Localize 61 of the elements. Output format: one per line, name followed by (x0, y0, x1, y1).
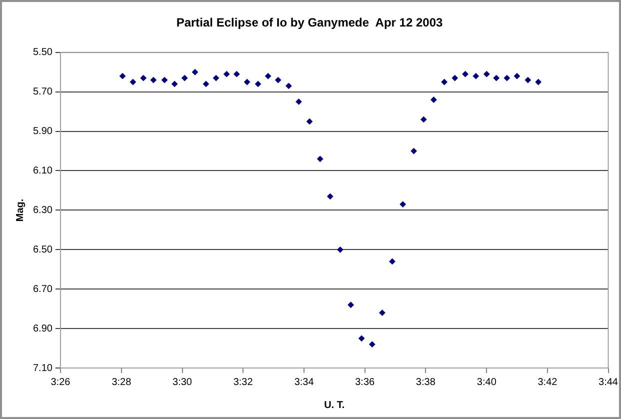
point (326, 193, 334, 200)
point (161, 76, 168, 84)
point (244, 78, 250, 86)
point (462, 70, 468, 78)
point (192, 68, 198, 76)
y-tick-label: 6.90 (32, 323, 53, 334)
point (514, 72, 520, 80)
x-tick-label: 3:30 (172, 376, 192, 388)
x-tick-label: 3:32 (233, 376, 254, 388)
point (420, 116, 427, 123)
point (410, 148, 417, 154)
point (233, 70, 240, 78)
point (316, 156, 324, 162)
chart-title: Partial Eclipse of Io by Ganymede Apr 12 2003 (176, 16, 443, 30)
point (348, 302, 354, 308)
point (181, 74, 188, 82)
point (274, 76, 282, 84)
y-tick-label: 5.50 (32, 47, 53, 58)
point (483, 70, 490, 78)
point (306, 118, 313, 125)
y-tick-label: 6.30 (32, 204, 53, 216)
point (150, 76, 157, 84)
y-axis-title: Mag. (14, 198, 26, 222)
point (296, 98, 302, 105)
y-tick-label: 7.10 (32, 362, 53, 374)
point (430, 96, 437, 103)
y-tick-label: 6.50 (32, 244, 53, 256)
point (535, 78, 542, 86)
point (171, 80, 178, 88)
x-tick-label: 3:44 (598, 376, 618, 388)
y-tick-label: 5.70 (32, 86, 53, 98)
point (286, 82, 292, 90)
point (337, 246, 344, 253)
x-tick-label: 3:42 (538, 376, 558, 388)
point (264, 72, 272, 80)
point (472, 72, 480, 80)
y-tick-label: 6.70 (32, 284, 53, 295)
x-axis-title: U. T. (324, 400, 345, 411)
point (119, 72, 126, 80)
x-tick-label: 3:36 (355, 376, 376, 388)
y-tick-label: 5.90 (32, 126, 53, 138)
point (140, 74, 147, 82)
point (504, 74, 510, 82)
point (493, 74, 500, 82)
point (130, 78, 136, 86)
point (212, 74, 220, 82)
point (358, 335, 365, 342)
x-tick-label: 3:38 (416, 376, 436, 388)
point (202, 80, 210, 88)
point (452, 74, 458, 82)
point (400, 201, 406, 208)
x-tick-label: 3:28 (112, 376, 132, 388)
point (524, 76, 532, 84)
x-tick-label: 3:34 (294, 376, 314, 388)
x-tick-label: 3:26 (50, 376, 71, 388)
point (379, 310, 386, 316)
point (368, 341, 376, 348)
y-tick-label: 6.10 (32, 166, 53, 176)
point (254, 80, 262, 88)
x-tick-label: 3:40 (476, 376, 497, 388)
point (223, 70, 230, 78)
